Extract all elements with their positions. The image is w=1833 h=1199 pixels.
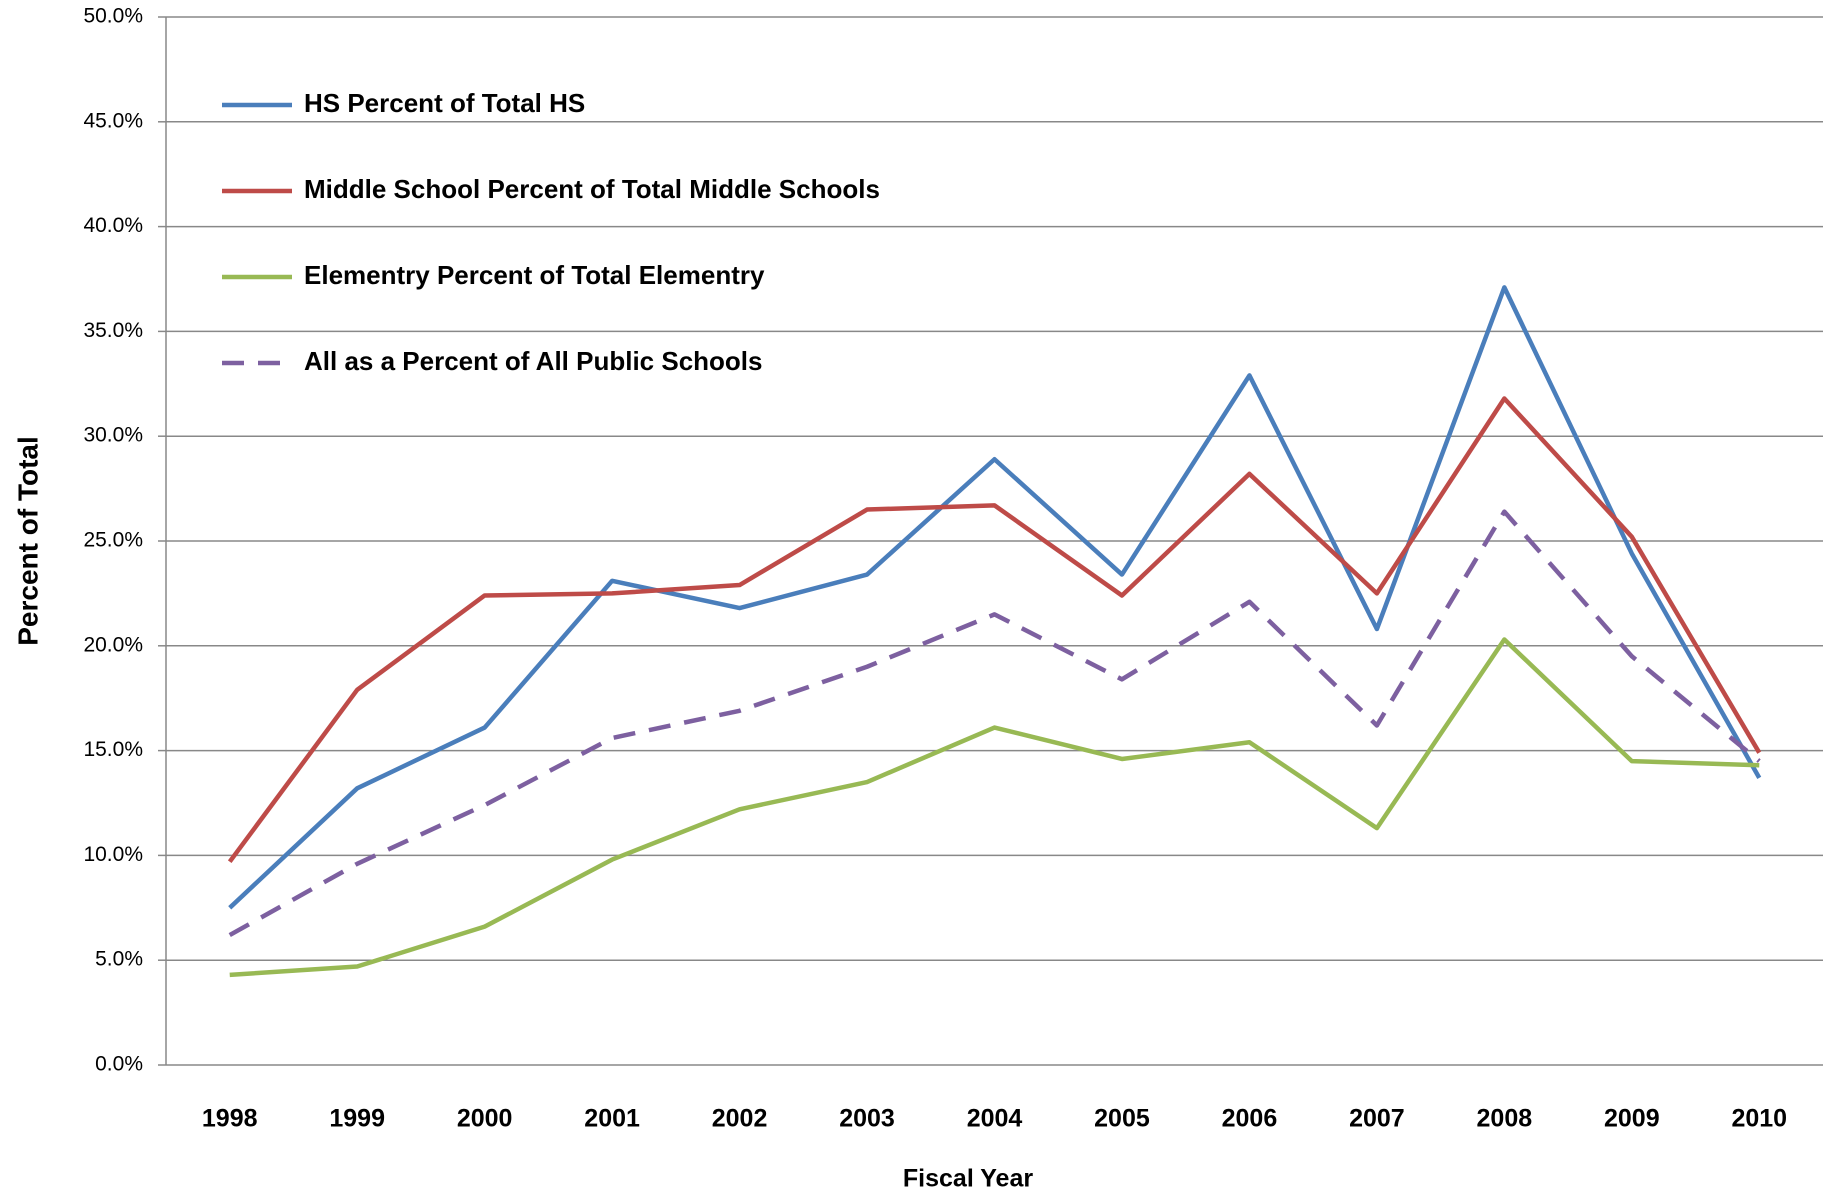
y-tick-label: 30.0% bbox=[83, 424, 143, 447]
x-tick-label: 2007 bbox=[1349, 1105, 1405, 1133]
x-tick-label: 2008 bbox=[1477, 1105, 1533, 1133]
x-axis-title: Fiscal Year bbox=[903, 1165, 1033, 1193]
y-tick-label: 40.0% bbox=[83, 214, 143, 237]
y-tick-label: 35.0% bbox=[83, 319, 143, 342]
legend-label: All as a Percent of All Public Schools bbox=[304, 346, 763, 376]
x-tick-label: 2005 bbox=[1094, 1105, 1150, 1133]
y-tick-label: 25.0% bbox=[83, 529, 143, 552]
y-tick-label: 0.0% bbox=[95, 1053, 143, 1076]
y-tick-label: 10.0% bbox=[83, 843, 143, 866]
x-tick-label: 1999 bbox=[329, 1105, 385, 1133]
legend-label: HS Percent of Total HS bbox=[304, 88, 585, 118]
x-tick-label: 2010 bbox=[1731, 1105, 1787, 1133]
x-tick-label: 2000 bbox=[457, 1105, 513, 1133]
x-tick-label: 2001 bbox=[584, 1105, 640, 1133]
y-tick-label: 50.0% bbox=[83, 5, 143, 28]
y-tick-label: 15.0% bbox=[83, 738, 143, 761]
y-tick-label: 5.0% bbox=[95, 948, 143, 971]
y-tick-label: 45.0% bbox=[83, 109, 143, 132]
legend-label: Elementry Percent of Total Elementry bbox=[304, 260, 765, 290]
x-tick-label: 1998 bbox=[202, 1105, 258, 1133]
series-line bbox=[228, 509, 1761, 938]
series-line bbox=[227, 396, 1762, 864]
legend-label: Middle School Percent of Total Middle Sc… bbox=[304, 174, 880, 204]
series-line bbox=[228, 285, 1762, 910]
x-tick-label: 2004 bbox=[967, 1105, 1023, 1133]
series-line bbox=[229, 637, 1760, 978]
x-tick-label: 2006 bbox=[1222, 1105, 1278, 1133]
x-tick-label: 2003 bbox=[839, 1105, 895, 1133]
y-axis-title: Percent of Total bbox=[12, 436, 43, 646]
y-tick-label: 20.0% bbox=[83, 633, 143, 656]
x-tick-label: 2009 bbox=[1604, 1105, 1660, 1133]
x-tick-label: 2002 bbox=[712, 1105, 768, 1133]
